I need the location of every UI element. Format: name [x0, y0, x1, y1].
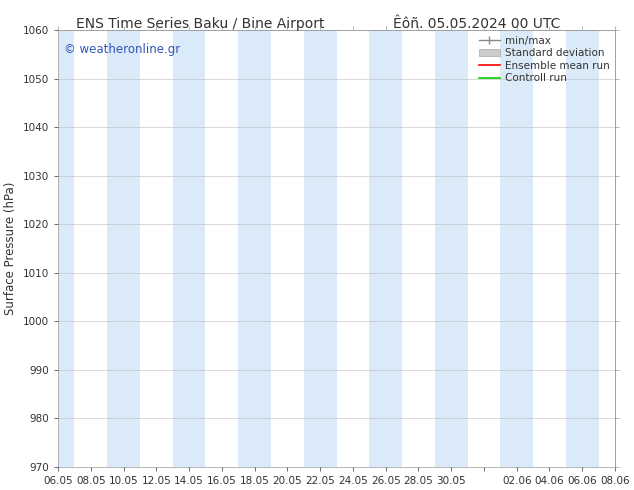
- Bar: [304, 30, 337, 467]
- Bar: [500, 30, 533, 467]
- Bar: [42, 30, 74, 467]
- Y-axis label: Surface Pressure (hPa): Surface Pressure (hPa): [4, 182, 17, 315]
- Legend: min/max, Standard deviation, Ensemble mean run, Controll run: min/max, Standard deviation, Ensemble me…: [477, 33, 612, 85]
- Bar: [107, 30, 140, 467]
- Bar: [566, 30, 598, 467]
- Text: Êôñ. 05.05.2024 00 UTC: Êôñ. 05.05.2024 00 UTC: [393, 17, 560, 31]
- Bar: [369, 30, 402, 467]
- Text: © weatheronline.gr: © weatheronline.gr: [63, 44, 180, 56]
- Bar: [435, 30, 467, 467]
- Bar: [172, 30, 205, 467]
- Text: ENS Time Series Baku / Bine Airport: ENS Time Series Baku / Bine Airport: [76, 17, 325, 31]
- Bar: [238, 30, 271, 467]
